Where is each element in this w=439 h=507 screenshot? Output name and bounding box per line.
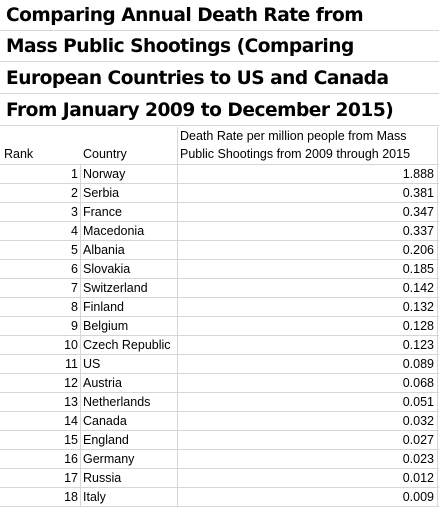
table-row: 9 Belgium 0.128: [0, 317, 439, 336]
rank-cell: 7: [71, 281, 78, 295]
death-rate-cell: 0.132: [402, 300, 434, 314]
death-rate-cell: 1.888: [402, 167, 434, 181]
rank-cell: 10: [64, 338, 78, 352]
rank-cell: 2: [71, 186, 78, 200]
country-cell: Finland: [83, 300, 124, 314]
rank-cell: 16: [64, 452, 78, 466]
table-row: 13 Netherlands 0.051: [0, 393, 439, 412]
title-line-2: Mass Public Shootings (Comparing: [0, 31, 439, 62]
table-row: 2 Serbia 0.381: [0, 184, 439, 203]
column-divider: [80, 165, 81, 507]
rank-cell: 5: [71, 243, 78, 257]
rank-cell: 8: [71, 300, 78, 314]
country-cell: Belgium: [83, 319, 129, 333]
table-row: 17 Russia 0.012: [0, 469, 439, 488]
table-row: 14 Canada 0.032: [0, 412, 439, 431]
country-cell: Czech Republic: [83, 338, 171, 352]
table-row: 3 France 0.347: [0, 203, 439, 222]
rank-header: Rank: [4, 147, 34, 161]
table-row: 4 Macedonia 0.337: [0, 222, 439, 241]
rate-header-line-2: Public Shootings from 2009 through 2015: [180, 147, 411, 161]
country-cell: Austria: [83, 376, 122, 390]
table-header-row: Rank Country Death Rate per million peop…: [0, 127, 439, 165]
column-divider: [177, 127, 178, 507]
death-rate-cell: 0.012: [402, 471, 434, 485]
country-cell: Russia: [83, 471, 122, 485]
death-rate-cell: 0.142: [402, 281, 434, 295]
rank-cell: 11: [65, 357, 78, 371]
country-cell: Slovakia: [83, 262, 131, 276]
column-divider: [437, 127, 438, 507]
death-rate-cell: 0.128: [402, 319, 434, 333]
death-rate-cell: 0.337: [402, 224, 434, 238]
death-rate-cell: 0.027: [402, 433, 434, 447]
table-row: 15 England 0.027: [0, 431, 439, 450]
country-cell: US: [83, 357, 101, 371]
rank-cell: 15: [64, 433, 78, 447]
rank-cell: 18: [64, 490, 78, 504]
country-cell: Norway: [83, 167, 126, 181]
table-row: 18 Italy 0.009: [0, 488, 439, 507]
table-row: 1 Norway 1.888: [0, 165, 439, 184]
country-cell: Netherlands: [83, 395, 151, 409]
table-row: 11 US 0.089: [0, 355, 439, 374]
death-rate-cell: 0.123: [402, 338, 434, 352]
rank-cell: 9: [71, 319, 78, 333]
table-row: 10 Czech Republic 0.123: [0, 336, 439, 355]
title-line-4: From January 2009 to December 2015): [0, 95, 439, 126]
country-cell: Canada: [83, 414, 127, 428]
country-cell: France: [83, 205, 122, 219]
death-rate-cell: 0.347: [402, 205, 434, 219]
death-rate-cell: 0.009: [402, 490, 434, 504]
death-rate-cell: 0.381: [402, 186, 434, 200]
rank-cell: 17: [64, 471, 78, 485]
table-row: 7 Switzerland 0.142: [0, 279, 439, 298]
death-rate-cell: 0.068: [402, 376, 434, 390]
country-cell: Germany: [83, 452, 135, 466]
table-row: 16 Germany 0.023: [0, 450, 439, 469]
country-header: Country: [83, 147, 127, 161]
country-cell: Serbia: [83, 186, 120, 200]
death-rate-cell: 0.051: [402, 395, 434, 409]
country-cell: Italy: [83, 490, 106, 504]
rank-cell: 12: [64, 376, 78, 390]
rank-cell: 13: [64, 395, 78, 409]
title-line-1: Comparing Annual Death Rate from: [0, 0, 439, 31]
rank-cell: 3: [71, 205, 78, 219]
rate-header-line-1: Death Rate per million people from Mass: [180, 129, 407, 143]
death-rate-cell: 0.185: [402, 262, 434, 276]
table-row: 5 Albania 0.206: [0, 241, 439, 260]
country-cell: England: [83, 433, 129, 447]
death-rate-cell: 0.023: [402, 452, 434, 466]
table-row: 6 Slovakia 0.185: [0, 260, 439, 279]
rank-cell: 4: [71, 224, 78, 238]
title-line-3: European Countries to US and Canada: [0, 63, 439, 94]
death-rate-cell: 0.206: [402, 243, 434, 257]
rank-cell: 14: [64, 414, 78, 428]
table-row: 12 Austria 0.068: [0, 374, 439, 393]
country-cell: Albania: [83, 243, 125, 257]
death-rate-cell: 0.089: [402, 357, 434, 371]
country-cell: Switzerland: [83, 281, 148, 295]
rank-cell: 6: [71, 262, 78, 276]
rank-cell: 1: [71, 167, 78, 181]
country-cell: Macedonia: [83, 224, 145, 238]
death-rate-cell: 0.032: [402, 414, 434, 428]
table-row: 8 Finland 0.132: [0, 298, 439, 317]
